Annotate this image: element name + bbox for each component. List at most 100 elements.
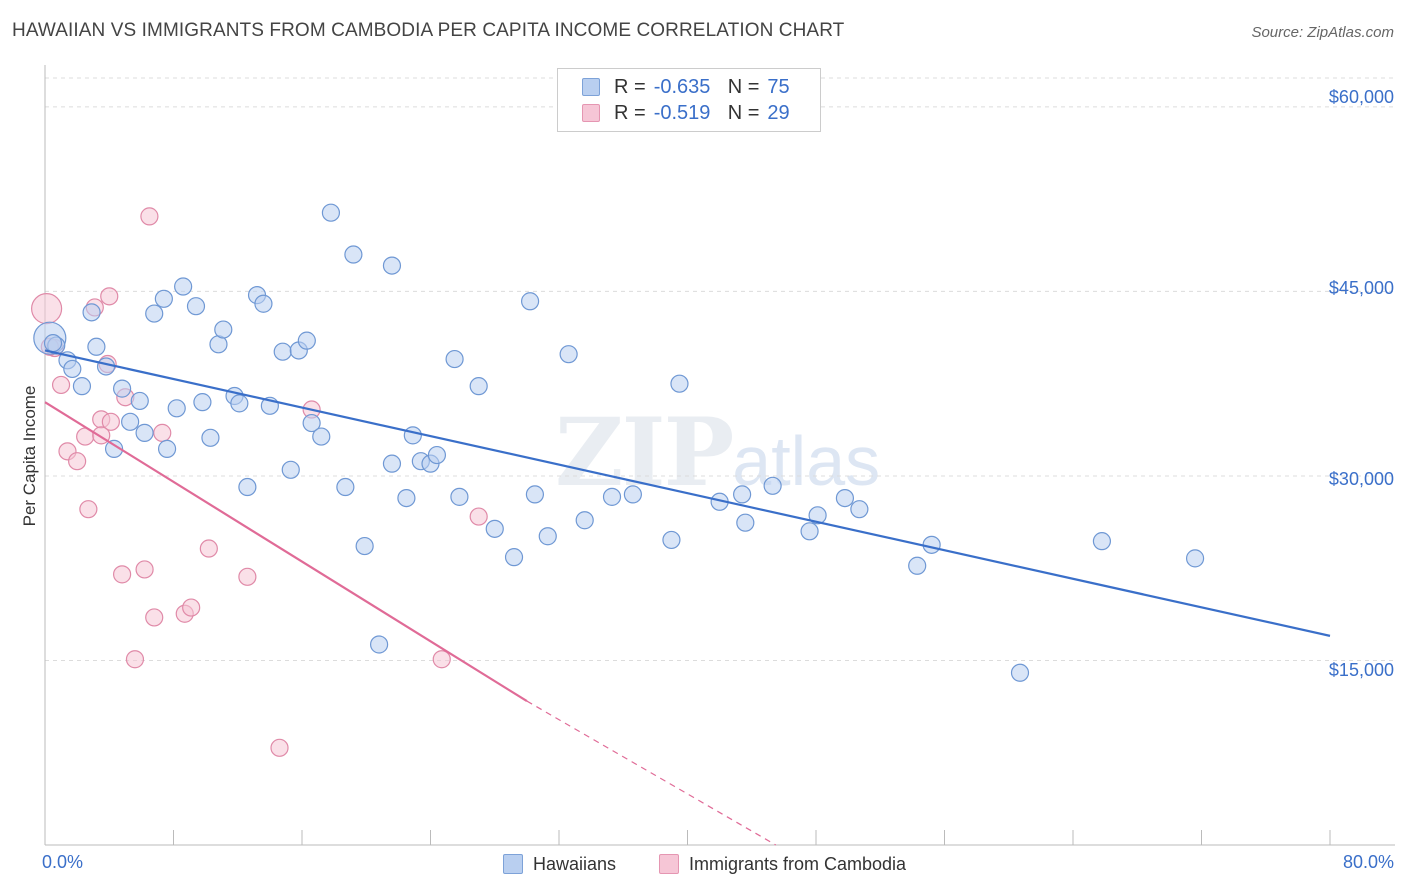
watermark-atlas: atlas <box>732 422 881 500</box>
data-point-hawaiians <box>602 487 622 506</box>
data-point-hawaiians <box>63 359 82 379</box>
data-point-hawaiians <box>121 412 140 431</box>
data-point-cambodia <box>112 565 132 584</box>
data-point-hawaiians <box>733 485 752 504</box>
watermark: ZIPatlas <box>555 398 880 508</box>
data-point-cambodia <box>145 608 164 627</box>
data-point-cambodia <box>199 539 218 558</box>
bottom-legend-hawaiians: Hawaiians <box>503 852 616 876</box>
data-point-hawaiians <box>312 427 331 446</box>
data-point-hawaiians <box>273 342 292 361</box>
source-label: Source: ZipAtlas.com <box>1251 24 1394 41</box>
chart-title: HAWAIIAN VS IMMIGRANTS FROM CAMBODIA PER… <box>12 20 845 41</box>
legend-n-value: 75 <box>767 75 790 98</box>
y-tick-label: $45,000 <box>1328 278 1394 298</box>
data-point-hawaiians <box>1092 532 1112 551</box>
legend-swatch-pink <box>659 854 679 874</box>
data-point-hawaiians <box>922 535 941 554</box>
data-point-hawaiians <box>230 394 249 413</box>
data-point-hawaiians <box>157 439 177 458</box>
data-point-cambodia <box>101 412 120 431</box>
data-point-cambodia <box>469 507 488 526</box>
data-point-hawaiians <box>445 349 464 369</box>
data-point-cambodia <box>432 650 451 669</box>
data-point-hawaiians <box>450 487 469 506</box>
data-point-cambodia <box>79 500 98 519</box>
data-point-cambodia <box>140 207 159 226</box>
legend-r-value: -0.519 <box>653 101 711 124</box>
data-point-hawaiians <box>736 513 755 532</box>
y-tick-label: $15,000 <box>1328 660 1394 680</box>
data-point-hawaiians <box>87 337 106 356</box>
data-point-hawaiians <box>575 511 594 530</box>
data-point-hawaiians <box>835 488 855 508</box>
data-point-hawaiians <box>193 393 212 412</box>
legend-r-label: R = <box>614 101 646 124</box>
data-point-hawaiians <box>520 292 540 311</box>
legend-swatch-blue <box>582 78 600 96</box>
legend-n-label: N = <box>727 75 760 98</box>
legend-label: Immigrants from Cambodia <box>689 853 907 874</box>
data-point-hawaiians <box>145 304 164 323</box>
data-point-cambodia <box>51 375 71 395</box>
data-point-hawaiians <box>559 345 578 364</box>
data-point-hawaiians <box>104 439 124 458</box>
data-point-hawaiians <box>403 426 422 445</box>
data-point-hawaiians <box>254 294 273 313</box>
data-point-hawaiians <box>238 477 257 497</box>
data-point-hawaiians <box>112 379 132 398</box>
data-point-hawaiians <box>808 506 827 525</box>
data-point-hawaiians <box>281 460 300 479</box>
data-point-cambodia <box>31 293 63 325</box>
legend-row-cambodia: R = -0.519 N = 29 <box>582 100 790 126</box>
data-point-hawaiians <box>763 476 782 495</box>
data-point-hawaiians <box>186 297 206 316</box>
data-point-hawaiians <box>1010 663 1030 682</box>
x-tick-label-max: 80.0% <box>1342 852 1394 872</box>
data-point-hawaiians <box>850 500 869 519</box>
data-point-hawaiians <box>1185 549 1205 568</box>
data-point-hawaiians <box>670 374 689 393</box>
data-point-hawaiians <box>504 548 524 567</box>
trendline-cambodia <box>44 401 528 703</box>
data-point-hawaiians <box>135 423 154 442</box>
trendline-cambodia-extension <box>526 700 777 846</box>
data-point-cambodia <box>182 598 201 617</box>
data-point-cambodia <box>270 738 289 757</box>
y-tick-label: $60,000 <box>1328 87 1394 107</box>
data-point-cambodia <box>238 567 257 586</box>
legend-row-hawaiians: R = -0.635 N = 75 <box>582 74 790 100</box>
data-point-hawaiians <box>201 428 220 447</box>
data-point-hawaiians <box>427 445 447 465</box>
bottom-legend-cambodia: Immigrants from Cambodia <box>659 852 906 876</box>
data-point-hawaiians <box>525 485 545 504</box>
data-point-hawaiians <box>174 277 193 296</box>
data-point-hawaiians <box>908 556 927 575</box>
data-point-hawaiians <box>370 635 389 654</box>
data-point-hawaiians <box>623 485 642 504</box>
data-point-hawaiians <box>336 477 355 497</box>
data-point-cambodia <box>68 452 87 471</box>
data-point-hawaiians <box>344 245 363 264</box>
data-point-cambodia <box>100 287 119 306</box>
data-point-hawaiians <box>662 530 681 550</box>
x-tick-label-min: 0.0% <box>42 852 84 872</box>
data-point-hawaiians <box>43 333 63 353</box>
legend-n-value: 29 <box>767 101 790 124</box>
watermark-zip: ZIP <box>555 398 734 508</box>
y-axis-label: Per Capita Income <box>20 385 39 527</box>
data-point-hawaiians <box>297 331 316 350</box>
data-point-hawaiians <box>355 536 374 556</box>
data-point-hawaiians <box>302 413 321 433</box>
data-point-hawaiians <box>167 399 186 418</box>
legend-r-value: -0.635 <box>653 75 711 98</box>
data-point-cambodia <box>135 560 154 579</box>
data-point-hawaiians <box>321 203 341 222</box>
data-point-hawaiians <box>469 377 488 396</box>
data-point-cambodia <box>125 650 145 669</box>
legend-n-label: N = <box>727 101 760 124</box>
data-point-hawaiians <box>382 256 402 275</box>
data-point-hawaiians <box>397 488 416 508</box>
data-point-hawaiians <box>800 522 819 541</box>
